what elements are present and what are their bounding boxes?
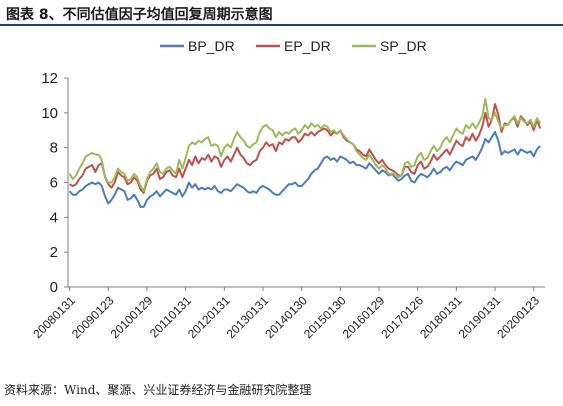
series-lines [68, 97, 542, 208]
x-tick-label: 20100129 [108, 293, 156, 341]
figure-source: 资料来源：Wind、聚源、兴业证券经济与金融研究院整理 [4, 383, 312, 397]
y-tick-label: 4 [50, 209, 58, 226]
legend-label: EP_DR [284, 38, 331, 54]
y-tick-label: 2 [50, 244, 58, 261]
y-tick-label: 10 [41, 105, 58, 122]
y-tick-label: 8 [50, 140, 58, 157]
y-axis: 0 2 4 6 8 10 12 [41, 70, 69, 296]
y-tick-label: 12 [41, 70, 58, 87]
y-tick-label: 6 [50, 175, 58, 192]
legend-label: SP_DR [380, 38, 427, 54]
figure-title: 图表 8、不同估值因子均值回复周期示意图 [6, 7, 273, 23]
legend-label: BP_DR [188, 38, 235, 54]
y-tick-label: 0 [50, 279, 58, 296]
series-line-sp-dr [68, 97, 542, 193]
x-tick-label: 20200123 [494, 293, 542, 341]
series-line-ep-dr [69, 103, 542, 194]
x-axis: 2008013120090123201001292011013120120131… [30, 286, 545, 341]
chart-plot: BP_DR EP_DR SP_DR 0 2 4 6 8 10 12 20080131200901… [30, 38, 545, 341]
chart-legend: BP_DR EP_DR SP_DR [160, 38, 427, 54]
series-line-bp-dr [68, 131, 541, 208]
title-underline [0, 24, 563, 26]
